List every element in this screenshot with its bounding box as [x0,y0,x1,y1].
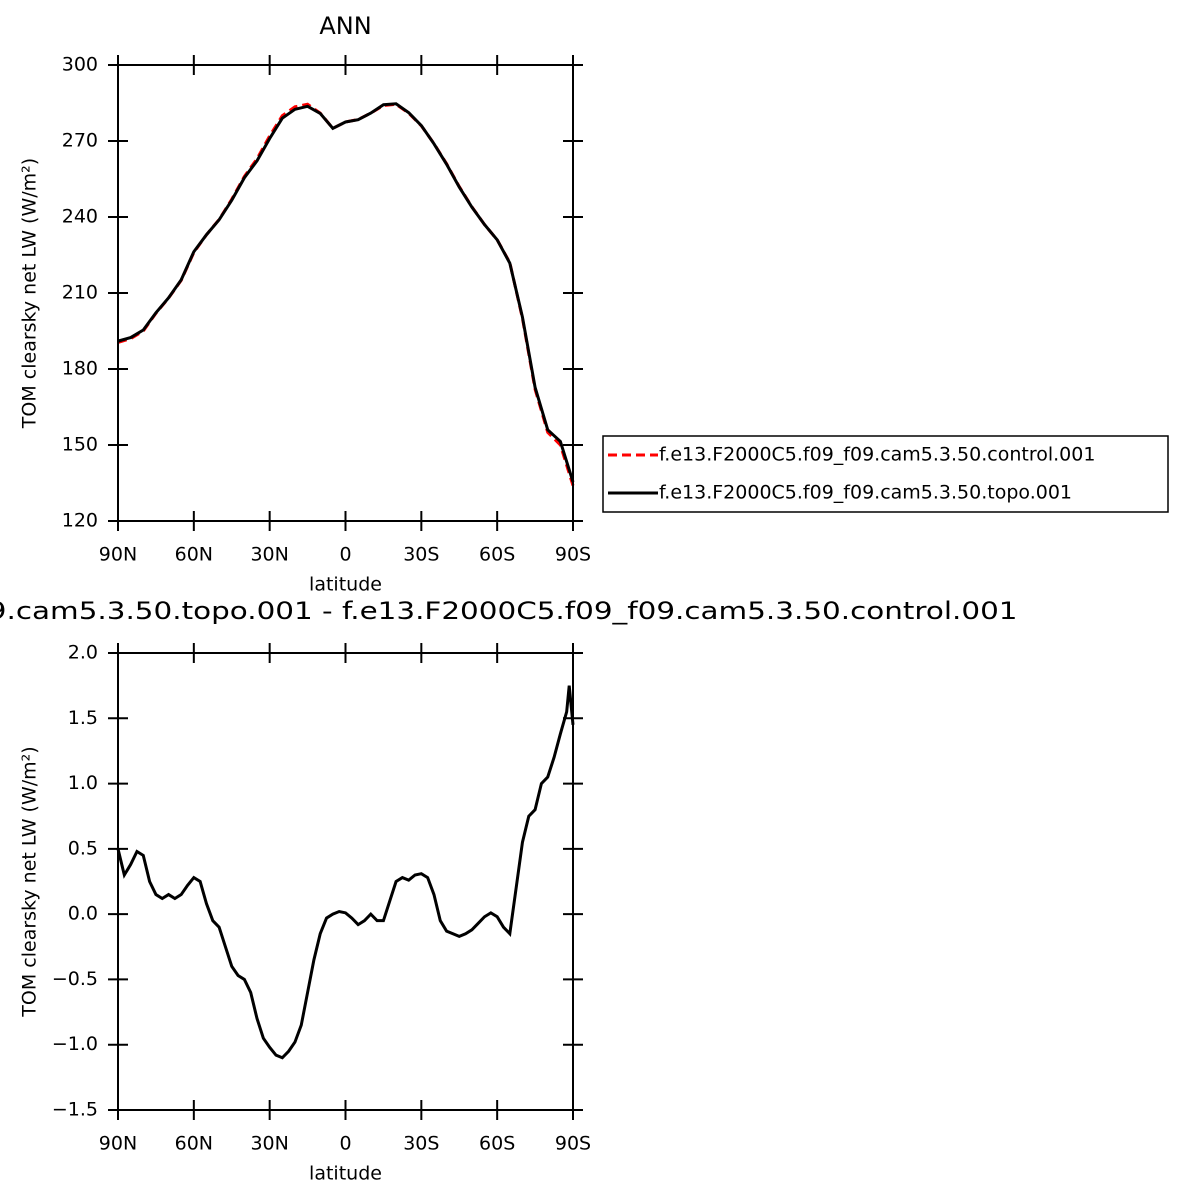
x-tick-label: 0 [339,544,351,566]
y-tick-label: 240 [62,206,98,228]
x-tick-label: 30S [403,544,439,566]
y-tick-label: 2.0 [68,642,98,664]
y-tick-label: −1.0 [52,1033,98,1055]
x-axis-label: latitude [309,1163,382,1185]
y-tick-label: −1.5 [52,1099,98,1121]
legend-box [602,435,1169,513]
data-line [117,102,575,486]
y-tick-label: 120 [62,510,98,532]
x-tick-label: 30N [250,1133,288,1155]
y-tick-label: 1.5 [68,707,98,729]
x-tick-label: 90N [99,1133,137,1155]
x-tick-label: 60S [479,1133,515,1155]
x-tick-label: 90S [555,544,591,566]
x-tick-label: 60S [479,544,515,566]
y-tick-label: 270 [62,130,98,152]
x-tick-label: 0 [339,1133,351,1155]
x-tick-label: 60N [175,1133,213,1155]
chart-title: f.e13.F2000C5.f09_f09.cam5.3.50.topo.001… [0,597,1018,625]
chart-title: ANN [319,12,371,40]
y-axis-label: TOM clearsky net LW (W/m²) [19,158,41,429]
y-tick-label: 150 [62,434,98,456]
y-tick-label: 0.0 [68,903,98,925]
legend-label: f.e13.F2000C5.f09_f09.cam5.3.50.topo.001 [659,482,1072,504]
x-tick-label: 30S [403,1133,439,1155]
y-tick-label: 1.0 [68,772,98,794]
plot-frame [117,652,574,1111]
x-axis-label: latitude [309,574,382,596]
plot-frame [117,64,574,522]
x-tick-label: 60N [175,544,213,566]
x-tick-label: 30N [250,544,288,566]
y-tick-label: 300 [62,54,98,76]
x-tick-label: 90S [555,1133,591,1155]
data-line [116,685,575,1060]
x-tick-label: 90N [99,544,137,566]
y-axis-label: TOM clearsky net LW (W/m²) [19,746,41,1017]
y-tick-label: −0.5 [52,968,98,990]
y-tick-label: 210 [62,282,98,304]
legend-label: f.e13.F2000C5.f09_f09.cam5.3.50.control.… [659,444,1095,466]
y-tick-label: 0.5 [68,837,98,859]
data-line [117,102,575,483]
y-tick-label: 180 [62,358,98,380]
